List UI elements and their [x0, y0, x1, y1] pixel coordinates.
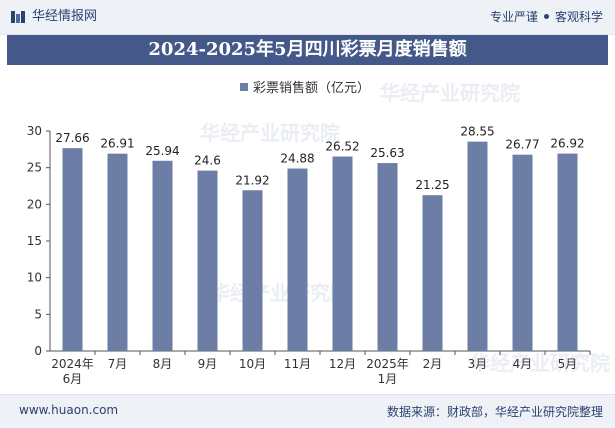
data-label: 26.52 — [325, 140, 359, 154]
y-tick-label: 10 — [27, 271, 42, 285]
bar — [152, 160, 173, 351]
y-tick-label: 5 — [34, 307, 42, 321]
watermark-text: 华经产业研究院 — [210, 281, 350, 305]
chart-title: 2024-2025年5月四川彩票月度销售额 — [148, 39, 467, 60]
bar — [242, 190, 263, 351]
bar — [332, 156, 353, 351]
legend-label: 彩票销售额（亿元） — [253, 81, 371, 96]
bar — [287, 168, 308, 351]
data-label: 21.25 — [415, 178, 449, 192]
x-tick-label: 7月 — [108, 357, 128, 371]
data-label: 24.88 — [280, 152, 314, 166]
footer-source: 数据来源：财政部，华经产业研究院整理 — [386, 405, 603, 419]
data-label: 26.92 — [550, 137, 584, 151]
x-tick-label: 1月 — [378, 372, 398, 386]
y-tick-label: 20 — [27, 197, 42, 211]
dot-separator — [543, 14, 549, 19]
data-label: 25.63 — [370, 146, 404, 160]
x-tick-label: 9月 — [198, 357, 218, 371]
x-tick-label: 2025年 — [366, 357, 409, 371]
title-bar: 2024-2025年5月四川彩票月度销售额 — [7, 35, 608, 65]
brand-name: 华经情报网 — [32, 9, 98, 24]
y-tick-label: 25 — [27, 161, 42, 175]
x-tick-label: 8月 — [153, 357, 173, 371]
y-tick-label: 0 — [34, 344, 42, 358]
legend: 彩票销售额（亿元） — [240, 77, 370, 96]
x-tick-label: 6月 — [63, 372, 83, 386]
x-tick-label: 3月 — [468, 357, 488, 371]
y-tick-label: 30 — [27, 124, 42, 138]
data-label: 24.6 — [194, 154, 221, 168]
watermark-text: 华经产业研究院 — [200, 121, 340, 145]
bar — [62, 148, 83, 351]
tagline: 专业严谨 客观科学 — [490, 9, 603, 25]
legend-swatch — [240, 82, 248, 91]
data-label: 25.94 — [145, 144, 179, 158]
brand[interactable]: 华经情报网 — [10, 8, 97, 26]
bar — [422, 195, 443, 351]
data-label: 27.66 — [55, 131, 89, 145]
x-tick-label: 4月 — [513, 357, 533, 371]
footer-url[interactable]: www.huaon.com — [19, 403, 119, 417]
bar — [467, 141, 488, 351]
bar-chart: 华经产业研究院华经产业研究院华经产业研究院华经产业研究院051015202530… — [27, 81, 610, 386]
bar — [557, 153, 578, 351]
data-label: 21.92 — [235, 173, 269, 187]
x-tick-label: 5月 — [558, 357, 578, 371]
x-tick-label: 2月 — [423, 357, 443, 371]
x-tick-label: 2024年 — [51, 357, 94, 371]
bar — [512, 154, 533, 351]
tagline-right: 客观科学 — [554, 10, 603, 24]
data-label: 26.91 — [100, 137, 134, 151]
x-tick-label: 10月 — [239, 357, 266, 371]
y-tick-label: 15 — [27, 234, 42, 248]
data-label: 28.55 — [460, 125, 494, 139]
header-bar: 华经情报网 专业严谨 客观科学 — [0, 0, 615, 35]
bar — [107, 153, 128, 351]
tagline-left: 专业严谨 — [489, 10, 538, 24]
bar — [377, 163, 398, 351]
logo-icon — [11, 11, 25, 23]
x-tick-label: 12月 — [329, 357, 356, 371]
x-tick-label: 11月 — [284, 357, 311, 371]
watermark-text: 华经产业研究院 — [380, 81, 520, 105]
watermark-text: 华经产业研究院 — [470, 351, 610, 375]
data-label: 26.77 — [505, 138, 539, 152]
bar — [197, 170, 218, 351]
footer-bar: www.huaon.com 数据来源：财政部，华经产业研究院整理 — [0, 394, 615, 428]
